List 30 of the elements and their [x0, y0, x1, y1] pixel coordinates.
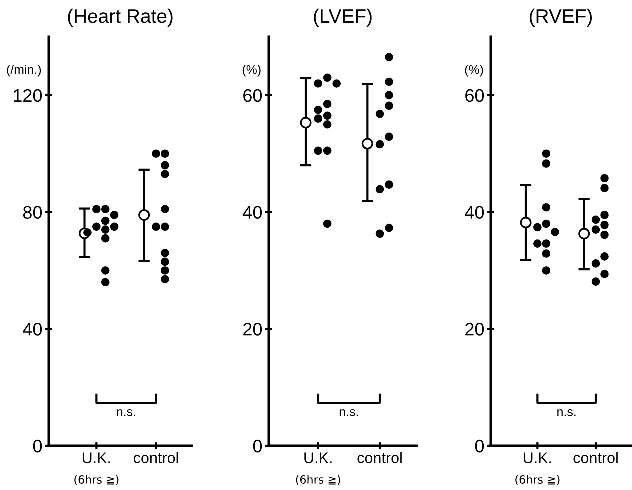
y-tick-label: 40 [23, 323, 42, 336]
y-tick-label: 20 [466, 323, 484, 336]
annotation: n.s. [340, 409, 358, 416]
x-tick-label: control [358, 452, 402, 464]
y-tick-label: 80 [23, 206, 42, 220]
x-tick-label: U.K. [82, 452, 110, 464]
chart-title: (RVEF) [530, 8, 592, 28]
x-tick-label: control [134, 452, 178, 464]
x-tick-label: U.K. [304, 452, 332, 464]
chart-title: (LVEF) [314, 8, 372, 28]
y-tick-label: 40 [243, 206, 262, 220]
y-tick-label: 0 [475, 440, 484, 453]
chart-title: (Heart Rate) [68, 8, 173, 28]
x-tick-label: U.K. [524, 452, 552, 464]
y-axis-title: (%) [242, 65, 261, 77]
text: (6hrs ≧) [74, 475, 119, 486]
x-tick-label: control [574, 452, 618, 464]
y-tick-label: 120 [14, 89, 42, 102]
annotation: n.s. [558, 409, 576, 416]
y-tick-label: 40 [465, 206, 484, 220]
y-tick-label: 0 [33, 440, 42, 453]
y-tick-label: 60 [466, 89, 484, 102]
text: (6hrs ≧) [296, 475, 340, 486]
y-tick-label: 20 [244, 323, 262, 336]
y-axis-title: (%) [465, 65, 484, 77]
annotation: n.s. [117, 409, 136, 416]
text: (6hrs ≧) [516, 475, 560, 486]
y-tick-label: 60 [244, 89, 262, 102]
y-axis-title: (/min.) [7, 65, 42, 77]
y-tick-label: 0 [253, 440, 262, 453]
